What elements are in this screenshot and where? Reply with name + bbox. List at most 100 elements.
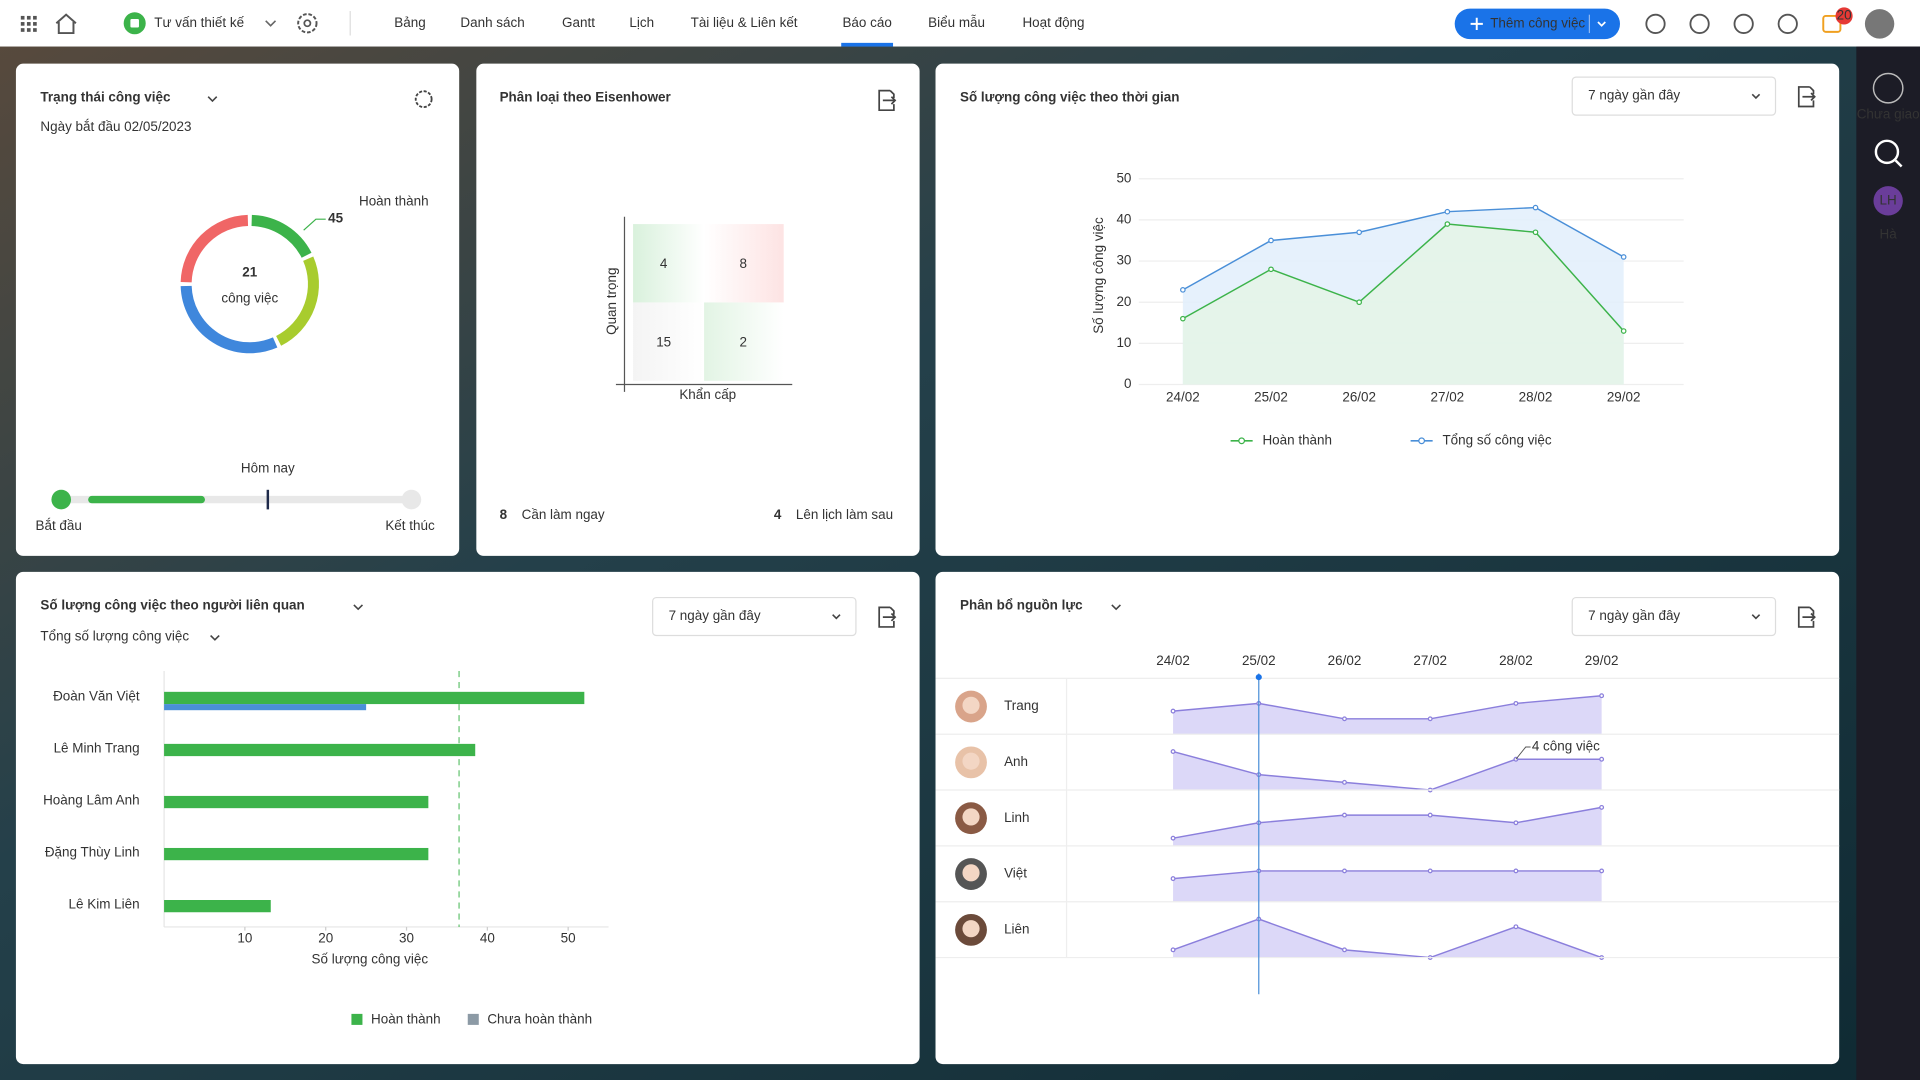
export-icon[interactable] <box>1797 606 1816 628</box>
x-tick-label: 40 <box>480 931 495 946</box>
allocation-area <box>1173 751 1602 791</box>
chevron[interactable] <box>207 96 218 103</box>
data-point <box>1342 812 1347 818</box>
date-label: 26/02 <box>1328 653 1362 668</box>
data-point <box>1268 237 1274 244</box>
apps-icon[interactable] <box>33 22 37 26</box>
nav-tab[interactable]: Biểu mẫu <box>928 15 985 30</box>
apps-icon[interactable] <box>20 22 25 26</box>
data-point <box>1170 947 1176 953</box>
subtitle[interactable]: Tổng số lượng công việc <box>40 628 189 643</box>
data-point <box>1513 868 1519 874</box>
date-label: 27/02 <box>1413 653 1447 668</box>
nav-tab[interactable]: Hoạt động <box>1022 15 1084 30</box>
timeline-end <box>401 489 422 510</box>
allocation-line <box>1172 918 1602 959</box>
apps-icon[interactable] <box>26 22 31 26</box>
series-area <box>1182 224 1624 385</box>
nav-tab[interactable]: Lịch <box>629 15 654 30</box>
search-user-icon[interactable] <box>1874 139 1900 165</box>
y-tick-label: 30 <box>1116 253 1131 268</box>
today-label: Hôm nay <box>241 461 295 476</box>
data-point <box>1427 716 1433 722</box>
data-point <box>1444 208 1451 215</box>
home-icon[interactable] <box>55 13 77 35</box>
cell-count: 2 <box>740 334 747 349</box>
matrix-cell <box>704 302 784 381</box>
y-tick-label: Lê Minh Trang <box>54 740 140 755</box>
bar <box>164 900 271 913</box>
nav-tab[interactable]: Báo cáo <box>842 15 891 30</box>
range-dropdown[interactable] <box>1571 596 1777 637</box>
data-point <box>1599 868 1605 874</box>
y-tick-label: Hoàng Lâm Anh <box>43 792 139 807</box>
x-tick-label: 30 <box>399 931 414 946</box>
nav-tab[interactable]: Tài liệu & Liên kết <box>691 15 798 30</box>
project-name[interactable]: Tư vấn thiết kế <box>154 15 244 30</box>
range-label[interactable]: 7 ngày gần đây <box>1588 608 1680 623</box>
today-dot <box>1255 674 1262 681</box>
donut-segment <box>275 256 319 346</box>
chevron[interactable] <box>353 604 364 611</box>
data-point <box>1342 716 1347 722</box>
export-icon[interactable] <box>878 606 897 628</box>
active-tab-underline <box>841 42 894 47</box>
settings-icon[interactable] <box>1645 13 1666 34</box>
apps-icon[interactable] <box>20 28 25 32</box>
y-tick-label: 40 <box>1116 211 1131 226</box>
search-user-handle <box>1894 159 1903 168</box>
panel-title: Phân loại theo Eisenhower <box>500 90 672 105</box>
y-tick-label: 20 <box>1116 294 1131 309</box>
range-label[interactable]: 7 ngày gần đây <box>1588 88 1680 103</box>
donut-total-label: công việc <box>221 290 278 305</box>
bell-icon[interactable] <box>1689 13 1710 34</box>
settings-icon[interactable] <box>297 13 318 34</box>
allocation-line <box>1172 806 1602 839</box>
apps-icon[interactable] <box>26 15 31 20</box>
y-tick-label: 10 <box>1116 335 1131 350</box>
user-initials-avatar[interactable] <box>1873 186 1903 216</box>
range-label[interactable]: 7 ngày gần đây <box>669 608 761 623</box>
user-avatar[interactable] <box>1864 9 1895 39</box>
timeline-start <box>51 489 72 510</box>
chevron[interactable] <box>210 634 220 641</box>
range-dropdown[interactable] <box>1571 76 1777 116</box>
add-task-button[interactable] <box>1454 8 1620 40</box>
start-label: Bắt đầu <box>36 518 82 533</box>
cell-count: 15 <box>656 334 671 349</box>
cell-count: 8 <box>740 256 747 271</box>
panel-title: Số lượng công việc theo thời gian <box>960 90 1179 105</box>
annotation: 4 công việc <box>1532 739 1600 754</box>
donut-total: 21 <box>242 265 257 280</box>
export-icon[interactable] <box>878 89 897 112</box>
data-point <box>1599 693 1605 699</box>
data-point <box>1513 700 1519 706</box>
range-dropdown[interactable] <box>652 596 857 637</box>
donut-segment <box>180 285 278 354</box>
settings-icon[interactable] <box>414 90 433 109</box>
series-line <box>1182 223 1625 332</box>
x-tick-label: 26/02 <box>1342 390 1376 405</box>
nav-tab[interactable]: Danh sách <box>460 15 524 30</box>
nav-tab[interactable]: Bảng <box>394 15 425 30</box>
chevron[interactable] <box>1111 604 1121 611</box>
more-icon[interactable] <box>1777 13 1798 34</box>
settings-icon-hole <box>303 19 312 28</box>
export-icon[interactable] <box>1797 86 1816 108</box>
legend-swatch-dot <box>1238 437 1246 445</box>
axis-label: Khẩn cấp <box>679 387 736 402</box>
help-icon[interactable] <box>1733 13 1754 34</box>
apps-icon[interactable] <box>20 15 25 20</box>
unassigned-icon[interactable] <box>1872 72 1904 104</box>
apps-icon[interactable] <box>26 28 31 32</box>
apps-icon[interactable] <box>33 15 37 20</box>
footer-label: Lên lịch làm sau <box>796 507 893 522</box>
apps-icon[interactable] <box>33 28 37 32</box>
legend-swatch <box>467 1013 479 1025</box>
nav-tab[interactable]: Gantt <box>562 15 595 30</box>
data-point <box>1170 876 1176 882</box>
data-point <box>1180 287 1186 293</box>
add-task-label[interactable]: Thêm công việc <box>1490 15 1585 30</box>
inbox-icon[interactable] <box>1822 14 1842 33</box>
